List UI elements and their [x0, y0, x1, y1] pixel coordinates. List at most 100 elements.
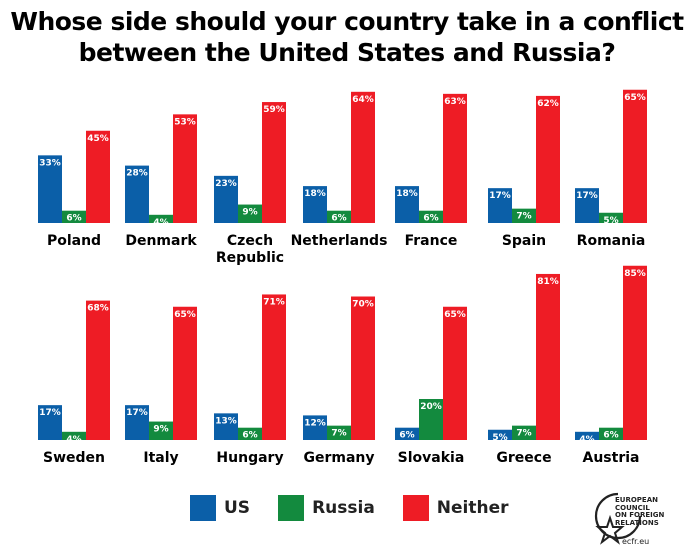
bar-czech-republic-russia	[238, 204, 262, 223]
bar-greece-russia	[512, 425, 536, 440]
category-label-czech-republic-1: Czech	[227, 233, 273, 249]
bar-label-france-russia: 6%	[423, 214, 438, 224]
bar-netherlands-us	[303, 186, 327, 223]
category-label-spain: Spain	[502, 233, 546, 249]
bar-netherlands-russia	[327, 210, 351, 223]
bar-slovakia-us	[395, 427, 419, 440]
bar-denmark-russia	[149, 214, 173, 223]
bar-label-sweden-neither: 68%	[87, 304, 109, 314]
bar-germany-neither	[351, 296, 375, 440]
bar-label-france-us: 18%	[396, 189, 418, 199]
bar-label-france-neither: 63%	[444, 97, 466, 107]
bar-poland-us	[38, 155, 62, 223]
bar-label-czech-republic-neither: 59%	[263, 105, 285, 115]
category-label-france: France	[405, 233, 458, 249]
bar-hungary-neither	[262, 294, 286, 440]
star-circle-icon	[594, 492, 642, 545]
bar-france-neither	[443, 93, 467, 223]
bar-germany-us	[303, 415, 327, 440]
bar-poland-neither	[86, 130, 110, 223]
logo-url: ecfr.eu	[622, 537, 650, 546]
bar-label-poland-russia: 6%	[66, 214, 81, 224]
bar-italy-us	[125, 405, 149, 440]
bar-label-netherlands-neither: 64%	[352, 95, 374, 105]
bar-hungary-russia	[238, 427, 262, 440]
title-line-2: between the United States and Russia?	[78, 38, 616, 67]
bar-sweden-us	[38, 405, 62, 440]
bar-label-greece-us: 5%	[492, 433, 507, 443]
bar-label-hungary-russia: 6%	[242, 431, 257, 441]
category-label-greece: Greece	[496, 450, 551, 466]
bar-label-germany-us: 12%	[304, 418, 326, 428]
bar-label-slovakia-russia: 20%	[420, 402, 442, 412]
category-label-romania: Romania	[577, 233, 646, 249]
bar-france-russia	[419, 210, 443, 223]
bar-denmark-neither	[173, 114, 197, 223]
category-label-sweden: Sweden	[43, 450, 105, 466]
category-label-austria: Austria	[583, 450, 640, 466]
bar-label-italy-russia: 9%	[153, 425, 168, 435]
category-label-denmark: Denmark	[125, 233, 197, 249]
bar-label-romania-russia: 5%	[603, 216, 618, 226]
category-label-netherlands: Netherlands	[291, 233, 388, 249]
bar-austria-neither	[623, 265, 647, 440]
bar-italy-russia	[149, 421, 173, 440]
legend-label-neither: Neither	[436, 498, 509, 518]
bar-spain-neither	[536, 95, 560, 223]
bar-label-czech-republic-russia: 9%	[242, 208, 257, 218]
bar-label-greece-russia: 7%	[516, 429, 531, 439]
bar-czech-republic-neither	[262, 102, 286, 223]
logo-line-4: RELATIONS	[615, 518, 659, 527]
bar-slovakia-neither	[443, 306, 467, 440]
legend-swatch-neither	[402, 495, 429, 521]
bar-label-poland-us: 33%	[39, 158, 61, 168]
legend-label-us: US	[224, 498, 251, 518]
bar-czech-republic-us	[214, 175, 238, 223]
bar-romania-us	[575, 188, 599, 223]
bar-label-netherlands-us: 18%	[304, 189, 326, 199]
bar-slovakia-russia	[419, 399, 443, 440]
bar-label-czech-republic-us: 23%	[215, 179, 237, 189]
bar-label-austria-neither: 85%	[624, 269, 646, 279]
category-label-poland: Poland	[47, 233, 101, 249]
legend-item-russia: Russia	[278, 495, 375, 521]
bar-greece-us	[488, 429, 512, 440]
bar-label-germany-neither: 70%	[352, 300, 374, 310]
legend-swatch-us	[190, 495, 216, 521]
bar-label-romania-us: 17%	[576, 191, 598, 201]
bar-spain-us	[488, 188, 512, 223]
logo-line-3: ON FOREIGN	[615, 511, 665, 519]
bar-austria-us	[575, 431, 599, 440]
logo-line-1: EUROPEAN	[615, 496, 658, 504]
bar-label-slovakia-neither: 65%	[444, 310, 466, 320]
bar-denmark-us	[125, 165, 149, 223]
bar-label-italy-neither: 65%	[174, 310, 196, 320]
bar-label-slovakia-us: 6%	[399, 431, 414, 441]
bar-label-austria-us: 4%	[579, 435, 594, 445]
bar-label-poland-neither: 45%	[87, 134, 109, 144]
bar-romania-neither	[623, 89, 647, 223]
bar-sweden-neither	[86, 300, 110, 440]
bar-italy-neither	[173, 306, 197, 440]
bar-sweden-russia	[62, 431, 86, 440]
bar-label-sweden-us: 17%	[39, 408, 61, 418]
bar-label-hungary-neither: 71%	[263, 297, 285, 307]
bar-label-spain-russia: 7%	[516, 212, 531, 222]
bar-label-netherlands-russia: 6%	[331, 214, 346, 224]
bar-romania-russia	[599, 212, 623, 223]
bar-spain-russia	[512, 208, 536, 223]
category-label-czech-republic-2: Republic	[216, 250, 284, 266]
bar-label-denmark-neither: 53%	[174, 117, 196, 127]
bar-label-denmark-us: 28%	[126, 169, 148, 179]
bar-hungary-us	[214, 413, 238, 440]
legend-item-neither: Neither	[402, 495, 509, 521]
bar-poland-russia	[62, 210, 86, 223]
bar-label-germany-russia: 7%	[331, 429, 346, 439]
category-label-germany: Germany	[303, 450, 374, 466]
bar-label-italy-us: 17%	[126, 408, 148, 418]
legend-swatch-russia	[278, 495, 305, 521]
bar-austria-russia	[599, 427, 623, 440]
logo-text: EUROPEAN COUNCIL ON FOREIGN RELATIONS	[615, 496, 665, 527]
bar-label-spain-neither: 62%	[537, 99, 559, 109]
